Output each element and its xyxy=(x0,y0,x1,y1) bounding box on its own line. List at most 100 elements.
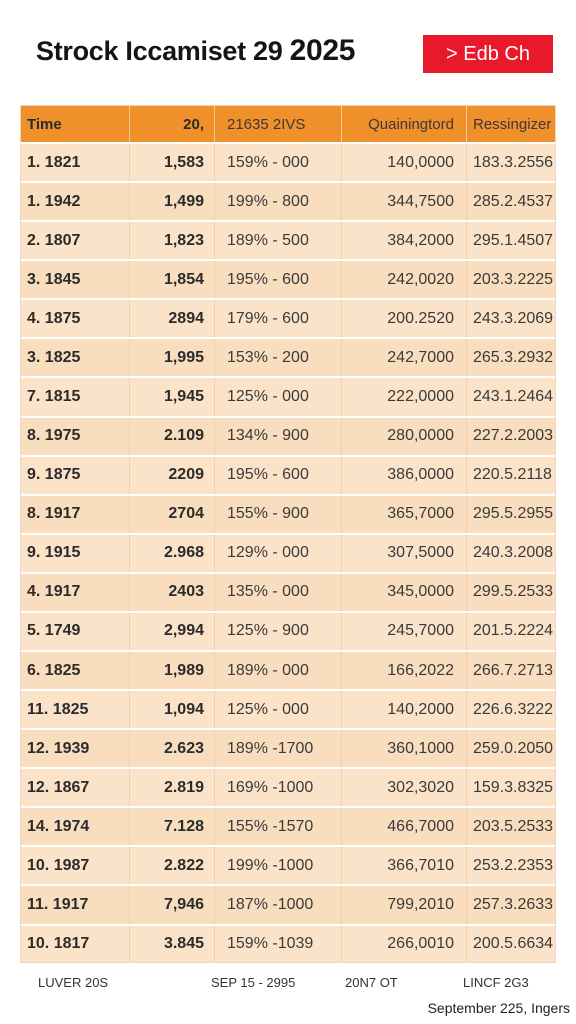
cell-value: 1,823 xyxy=(129,220,215,261)
cell-quantity: 242,7000 xyxy=(341,337,467,378)
table-row[interactable]: 8. 1917 2704 155% - 900 365,7000 295.5.2955 xyxy=(21,493,555,534)
cell-quantity: 466,7000 xyxy=(341,806,467,847)
cell-time: 11. 1825 xyxy=(21,689,130,730)
table-row[interactable]: 10. 1817 3.845 159% -1039 266,0010 200.5.663… xyxy=(21,923,555,962)
cell-time: 8. 1975 xyxy=(21,415,130,456)
table-row[interactable]: 2. 1807 1,823 189% - 500 384,2000 295.1.4507 xyxy=(21,220,555,261)
cell-value: 1,854 xyxy=(129,259,215,300)
table-row[interactable]: 9. 1915 2.968 129% - 000 307,5000 240.3.2008 xyxy=(21,532,555,573)
table-row[interactable]: 8. 1975 2.109 134% - 900 280,0000 227.2.2003 xyxy=(21,415,555,456)
cell-quantity: 345,0000 xyxy=(341,571,467,612)
table-row[interactable]: 12. 1939 2.623 189% -1700 360,1000 259.0.205… xyxy=(21,728,555,769)
cell-value: 2.968 xyxy=(129,532,215,573)
cell-quantity: 307,5000 xyxy=(341,532,467,573)
cell-value: 2403 xyxy=(129,571,215,612)
cell-result: 259.0.2050 xyxy=(466,728,555,769)
cell-value: 1,499 xyxy=(129,181,215,222)
cell-value: 7.128 xyxy=(129,806,215,847)
cell-result: 253.2.2353 xyxy=(466,845,555,886)
footer-item: LUVER 20S xyxy=(38,975,109,990)
cell-percent-range: 155% - 900 xyxy=(214,493,342,534)
footer: LUVER 20S SEP 15 - 2995 20N7 OT LINCF 2G… xyxy=(0,975,576,995)
cell-quantity: 386,0000 xyxy=(341,454,467,495)
table-row[interactable]: 7. 1815 1,945 125% - 000 222,0000 243.1.2464 xyxy=(21,376,555,417)
table-row[interactable]: 5. 1749 2,994 125% - 900 245,7000 201.5.2224 xyxy=(21,610,555,652)
cell-percent-range: 179% - 600 xyxy=(214,298,342,339)
date-note: September 225, Ingers xyxy=(427,1000,570,1016)
cell-percent-range: 169% -1000 xyxy=(214,767,342,808)
table-row[interactable]: 11. 1825 1,094 125% - 000 140,2000 226.6.322… xyxy=(21,689,555,730)
cell-value: 2.109 xyxy=(129,415,215,456)
cell-percent-range: 125% - 000 xyxy=(214,689,342,730)
cell-time: 7. 1815 xyxy=(21,376,130,417)
cell-quantity: 166,2022 xyxy=(341,650,467,691)
column-header-3[interactable]: 21635 2IVS xyxy=(214,106,342,143)
cell-result: 295.5.2955 xyxy=(466,493,555,534)
page-title: Strock Iccamiset 29 2025 xyxy=(36,34,356,68)
cell-quantity: 799,2010 xyxy=(341,884,467,925)
table-row[interactable]: 4. 1917 2403 135% - 000 345,0000 299.5.2533 xyxy=(21,571,555,612)
table-row[interactable]: 3. 1845 1,854 195% - 600 242,0020 203.3.2225 xyxy=(21,259,555,300)
table-row[interactable]: 6. 1825 1,989 189% - 000 166,2022 266.7.2713 xyxy=(21,650,555,691)
cell-percent-range: 135% - 000 xyxy=(214,571,342,612)
cell-result: 201.5.2224 xyxy=(466,610,555,652)
table-row[interactable]: 11. 1917 7,946 187% -1000 799,2010 257.3.263… xyxy=(21,884,555,925)
column-header-time[interactable]: Time xyxy=(21,106,130,143)
cell-percent-range: 195% - 600 xyxy=(214,259,342,300)
table-header-row: Time 20, 21635 2IVS Quainingtord Ressing… xyxy=(21,106,555,143)
cell-result: 265.3.2932 xyxy=(466,337,555,378)
cell-percent-range: 189% - 000 xyxy=(214,650,342,691)
cell-percent-range: 189% - 500 xyxy=(214,220,342,261)
cell-percent-range: 155% -1570 xyxy=(214,806,342,847)
column-header-2[interactable]: 20, xyxy=(129,106,215,143)
cell-result: 299.5.2533 xyxy=(466,571,555,612)
table-row[interactable]: 1. 1821 1,583 159% - 000 140,0000 183.3.2556 xyxy=(21,141,555,183)
cell-percent-range: 125% - 900 xyxy=(214,610,342,652)
cell-percent-range: 134% - 900 xyxy=(214,415,342,456)
cell-quantity: 366,7010 xyxy=(341,845,467,886)
cell-quantity: 242,0020 xyxy=(341,259,467,300)
cell-percent-range: 125% - 000 xyxy=(214,376,342,417)
cell-value: 2.623 xyxy=(129,728,215,769)
cell-percent-range: 187% -1000 xyxy=(214,884,342,925)
edit-button[interactable]: > Edb Ch xyxy=(423,35,553,73)
table-row[interactable]: 4. 1875 2894 179% - 600 200.2520 243.3.2069 xyxy=(21,298,555,339)
cell-percent-range: 159% -1039 xyxy=(214,923,342,962)
cell-result: 266.7.2713 xyxy=(466,650,555,691)
data-table-container: Time 20, 21635 2IVS Quainingtord Ressing… xyxy=(20,105,556,963)
column-header-4[interactable]: Quainingtord xyxy=(341,106,467,143)
cell-time: 10. 1817 xyxy=(21,923,130,962)
cell-quantity: 302,3020 xyxy=(341,767,467,808)
cell-quantity: 140,0000 xyxy=(341,141,467,183)
table-row[interactable]: 3. 1825 1,995 153% - 200 242,7000 265.3.2932 xyxy=(21,337,555,378)
cell-result: 203.3.2225 xyxy=(466,259,555,300)
table-row[interactable]: 9. 1875 2209 195% - 600 386,0000 220.5.2118 xyxy=(21,454,555,495)
cell-time: 8. 1917 xyxy=(21,493,130,534)
cell-value: 2,994 xyxy=(129,610,215,652)
cell-value: 1,989 xyxy=(129,650,215,691)
cell-time: 5. 1749 xyxy=(21,610,130,652)
cell-result: 295.1.4507 xyxy=(466,220,555,261)
cell-time: 1. 1942 xyxy=(21,181,130,222)
cell-time: 3. 1845 xyxy=(21,259,130,300)
table-row[interactable]: 12. 1867 2.819 169% -1000 302,3020 159.3.832… xyxy=(21,767,555,808)
table-row[interactable]: 1. 1942 1,499 199% - 800 344,7500 285.2.4537 xyxy=(21,181,555,222)
cell-result: 227.2.2003 xyxy=(466,415,555,456)
cell-value: 1,094 xyxy=(129,689,215,730)
cell-value: 2704 xyxy=(129,493,215,534)
table-row[interactable]: 14. 1974 7.128 155% -1570 466,7000 203.5.253… xyxy=(21,806,555,847)
cell-percent-range: 199% - 800 xyxy=(214,181,342,222)
cell-quantity: 245,7000 xyxy=(341,610,467,652)
footer-item: LINCF 2G3 xyxy=(463,975,529,990)
cell-time: 4. 1917 xyxy=(21,571,130,612)
cell-quantity: 280,0000 xyxy=(341,415,467,456)
cell-percent-range: 195% - 600 xyxy=(214,454,342,495)
cell-result: 220.5.2118 xyxy=(466,454,555,495)
table-row[interactable]: 10. 1987 2.822 199% -1000 366,7010 253.2.235… xyxy=(21,845,555,886)
column-header-5[interactable]: Ressingizer Sat xyxy=(466,106,555,143)
table-body: 1. 1821 1,583 159% - 000 140,0000 183.3.2556… xyxy=(21,141,555,962)
cell-time: 12. 1867 xyxy=(21,767,130,808)
cell-quantity: 365,7000 xyxy=(341,493,467,534)
cell-quantity: 344,7500 xyxy=(341,181,467,222)
cell-result: 226.6.3222 xyxy=(466,689,555,730)
